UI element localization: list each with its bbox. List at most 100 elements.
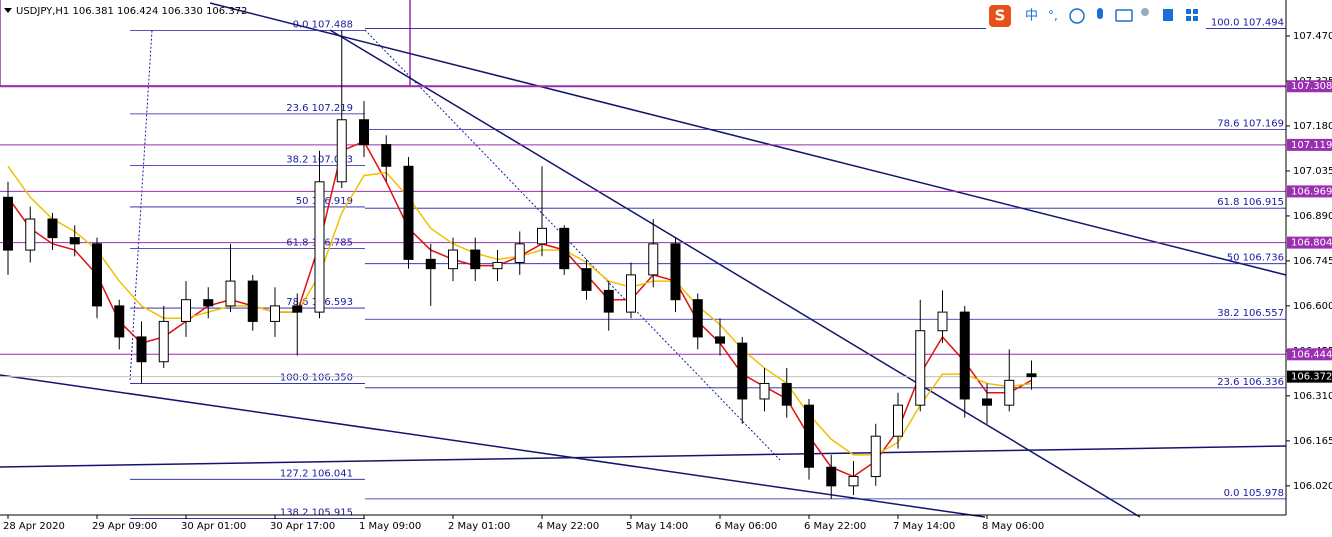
grid-icon[interactable] xyxy=(1193,16,1198,21)
fib-label: 0.0 107.488 xyxy=(293,19,353,30)
symbol-header: USDJPY,H1 106.381 106.424 106.330 106.37… xyxy=(16,6,247,17)
candle-body xyxy=(937,311,948,332)
candle-body xyxy=(603,289,614,313)
ime-logo-letter: S xyxy=(995,7,1006,25)
candle-body xyxy=(982,398,992,406)
candle-body xyxy=(893,404,903,437)
fib-guide xyxy=(129,29,153,381)
x-tick-label: 28 Apr 2020 xyxy=(3,521,65,532)
y-tick-label: 106.165 xyxy=(1293,436,1332,447)
trend-line xyxy=(209,2,1287,276)
fib-label: 100.0 106.350 xyxy=(280,372,353,383)
x-tick-label: 4 May 22:00 xyxy=(537,521,599,532)
candle-body xyxy=(915,330,926,406)
horizontal-lines xyxy=(0,85,1286,378)
candle-body xyxy=(270,305,280,322)
price-box xyxy=(1287,348,1332,361)
candle-body xyxy=(737,342,748,400)
candle-body xyxy=(158,320,169,363)
candle-body xyxy=(136,336,147,363)
candle-body xyxy=(648,243,659,276)
candle-body xyxy=(47,218,58,239)
y-tick-label: 106.745 xyxy=(1293,256,1332,267)
candle-body xyxy=(336,119,347,183)
candle-body xyxy=(425,258,436,270)
candle-body xyxy=(559,227,570,270)
price-box-label: 107.119 xyxy=(1291,140,1332,151)
mic-icon[interactable] xyxy=(1097,8,1103,19)
price-box xyxy=(1287,185,1332,198)
skin-icon[interactable] xyxy=(1163,9,1173,21)
annotations xyxy=(0,0,1287,518)
y-tick-label: 106.020 xyxy=(1293,481,1332,492)
x-tick-label: 5 May 14:00 xyxy=(626,521,688,532)
y-tick-label: 107.035 xyxy=(1293,166,1332,177)
candle-body xyxy=(715,336,725,344)
candle-body xyxy=(92,243,102,307)
candle-body xyxy=(826,466,837,487)
candle-body xyxy=(314,181,325,313)
emoji-icon[interactable] xyxy=(1069,8,1085,24)
candle-body xyxy=(781,382,792,406)
candle-body xyxy=(670,243,681,301)
candle-body xyxy=(626,274,636,313)
fib-label: 61.8 106.915 xyxy=(1217,197,1284,208)
price-box xyxy=(1287,80,1332,93)
fib-guide xyxy=(364,29,781,461)
user-icon[interactable] xyxy=(1141,8,1149,16)
y-tick-label: 106.890 xyxy=(1293,211,1332,222)
x-tick-label: 30 Apr 17:00 xyxy=(270,521,335,532)
candle-body xyxy=(448,249,458,270)
trend-line xyxy=(329,29,1141,518)
candle-body xyxy=(870,435,881,478)
fib-label: 23.6 107.219 xyxy=(286,103,353,114)
fib-label: 138.2 105.915 xyxy=(280,507,353,518)
trend-line xyxy=(0,445,1287,468)
grid-icon[interactable] xyxy=(1186,9,1191,14)
grid-icon[interactable] xyxy=(1193,9,1198,14)
candle-body xyxy=(247,280,258,322)
candle-body xyxy=(1026,373,1037,378)
x-tick-label: 1 May 09:00 xyxy=(359,521,421,532)
ime-toolbar: S 中 °, xyxy=(986,3,1206,29)
trend-line xyxy=(0,374,986,518)
price-box-label: 106.444 xyxy=(1291,349,1332,360)
candle-body xyxy=(759,382,770,400)
candle-body xyxy=(537,227,547,245)
x-tick-label: 30 Apr 01:00 xyxy=(181,521,246,532)
y-tick-label: 107.470 xyxy=(1293,31,1332,42)
grid-icon[interactable] xyxy=(1186,16,1191,21)
x-tick-label: 2 May 01:00 xyxy=(448,521,510,532)
candle-body xyxy=(514,243,525,263)
candle-body xyxy=(203,299,214,307)
candle-body xyxy=(69,237,80,245)
y-tick-label: 106.310 xyxy=(1293,391,1332,402)
candle-body xyxy=(181,299,191,322)
ime-logo[interactable] xyxy=(989,5,1011,27)
menu-triangle xyxy=(4,8,12,13)
ime-punct[interactable]: °, xyxy=(1048,9,1058,23)
y-tick-label: 106.600 xyxy=(1293,301,1332,312)
fib-label: 78.6 107.169 xyxy=(1217,118,1284,129)
candle-body xyxy=(225,280,236,307)
candle-body xyxy=(804,404,814,468)
price-box xyxy=(1287,138,1332,151)
x-tick-label: 8 May 06:00 xyxy=(982,521,1044,532)
keyboard-icon[interactable] xyxy=(1115,9,1133,22)
candle-body xyxy=(848,476,859,487)
candle-body xyxy=(1004,379,1015,406)
x-tick-label: 29 Apr 09:00 xyxy=(92,521,157,532)
ime-mode[interactable]: 中 xyxy=(1025,9,1038,24)
header: USDJPY,H1 106.381 106.424 106.330 106.37… xyxy=(4,6,247,17)
y-tick-label: 107.180 xyxy=(1293,121,1332,132)
last-price-label: 106.372 xyxy=(1291,372,1332,383)
price-box-label: 107.308 xyxy=(1291,81,1332,92)
candle-body xyxy=(292,305,303,313)
price-box-label: 106.969 xyxy=(1291,186,1332,197)
candle-body xyxy=(381,144,392,167)
candle-body xyxy=(3,196,13,251)
candle-body xyxy=(692,299,703,338)
x-tick-label: 6 May 06:00 xyxy=(715,521,777,532)
